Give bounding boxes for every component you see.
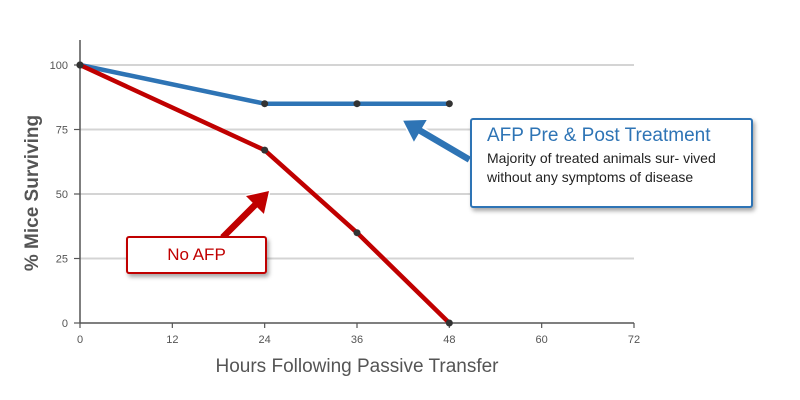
x-tick-label: 72 <box>628 334 640 346</box>
data-points <box>76 61 453 327</box>
data-point-0-1 <box>261 100 269 108</box>
series-line-1 <box>77 62 452 326</box>
tick-labels: 0 25 50 75 100 0 12 24 36 48 60 72 <box>50 60 640 346</box>
no-afp-callout-title: No AFP <box>167 245 226 264</box>
data-point-1-2 <box>353 229 361 237</box>
x-tick-label: 36 <box>351 334 363 346</box>
x-tick-label: 24 <box>259 334 271 346</box>
axes <box>74 40 635 328</box>
x-tick-label: 12 <box>166 334 178 346</box>
data-point-1-3 <box>445 319 453 327</box>
callout-arrows <box>218 118 474 242</box>
y-tick-label: 0 <box>62 318 68 330</box>
afp-treatment-callout: AFP Pre & Post Treatment Majority of tre… <box>470 118 753 208</box>
afp-callout-arrow <box>400 118 474 165</box>
x-tick-label: 60 <box>536 334 548 346</box>
data-point-0-3 <box>445 100 453 108</box>
y-tick-label: 50 <box>56 189 68 201</box>
y-tick-label: 100 <box>50 60 68 72</box>
y-tick-label: 25 <box>56 254 68 266</box>
x-tick-label: 48 <box>443 334 455 346</box>
no-afp-callout-arrow <box>218 189 271 242</box>
data-point-0-2 <box>353 100 361 108</box>
y-tick-label: 75 <box>56 125 68 137</box>
x-axis-title: Hours Following Passive Transfer <box>216 356 500 377</box>
afp-callout-title: AFP Pre & Post Treatment <box>487 125 711 146</box>
data-point-1-1 <box>261 146 269 154</box>
x-tick-label: 0 <box>77 334 83 346</box>
series-line-0 <box>77 62 452 106</box>
y-axis-title: % Mice Surviving <box>22 115 43 271</box>
afp-callout-body: Majority of treated animals sur- vived w… <box>487 150 716 185</box>
series-lines <box>77 62 452 326</box>
data-point-1-0 <box>76 61 84 69</box>
no-afp-callout: No AFP <box>126 236 267 274</box>
